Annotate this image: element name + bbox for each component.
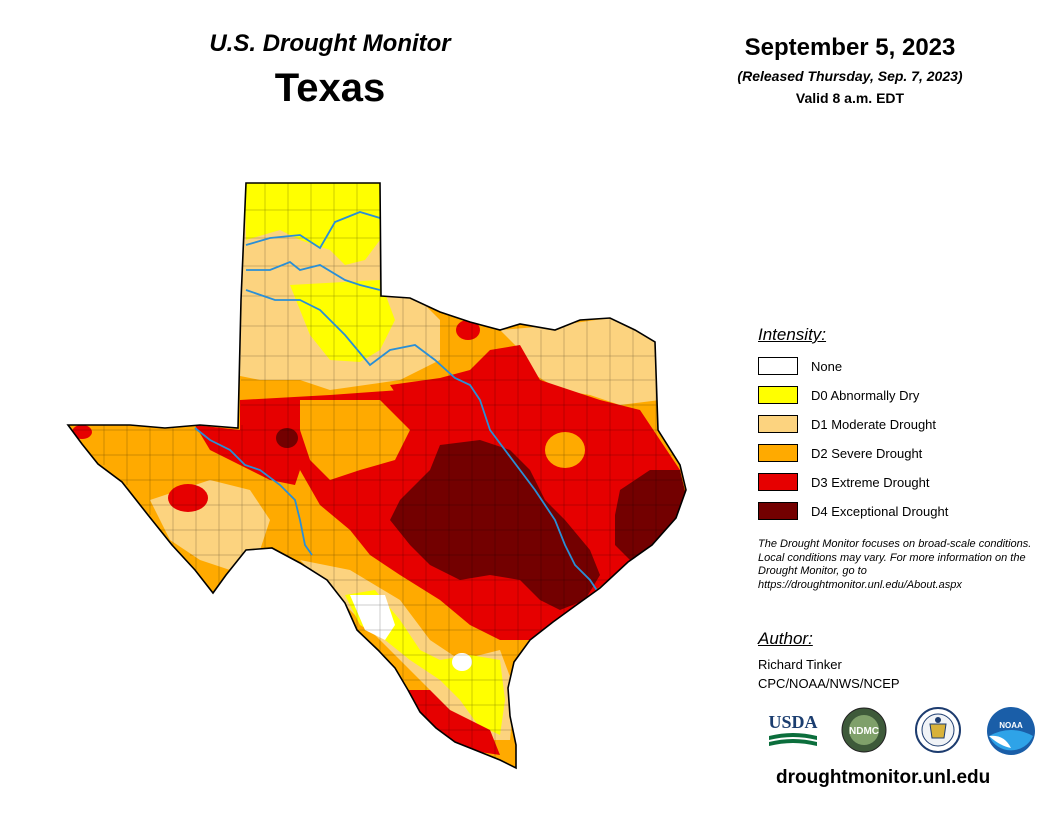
no-drought-spot [452, 653, 472, 671]
legend-swatch [758, 473, 798, 491]
disclaimer-note: The Drought Monitor focuses on broad-sca… [758, 538, 1032, 591]
legend-label: D3 Extreme Drought [811, 474, 930, 490]
map-date: September 5, 2023 [744, 34, 956, 61]
legend-swatch [758, 444, 798, 462]
d0-region-panhandle-south [290, 280, 395, 362]
commerce-seal-logo [915, 707, 961, 753]
red-river-fork [246, 260, 381, 291]
author-heading: Author: [758, 629, 813, 648]
legend-label: D0 Abnormally Dry [811, 387, 920, 403]
legend-label: D4 Exceptional Drought [811, 503, 949, 519]
legend-title: Intensity: [758, 325, 827, 344]
website-link[interactable]: droughtmonitor.unl.edu [776, 767, 991, 788]
author-organization: CPC/NOAA/NWS/NCEP [758, 676, 900, 691]
canadian-river [245, 211, 381, 250]
legend-swatch [758, 415, 798, 433]
d3-region-north-central [390, 370, 480, 400]
d3-region-south-tip [408, 690, 500, 755]
author-name: Richard Tinker [758, 657, 842, 672]
legend-item-d0: D0 Abnormally Dry [758, 385, 919, 405]
noaa-logo-text: NOAA [999, 721, 1023, 730]
legend-label: D1 Moderate Drought [811, 416, 937, 432]
d2-spot-east [545, 432, 585, 468]
d3-spot-elpaso [72, 425, 92, 439]
usda-logo-text: USDA [768, 712, 817, 732]
legend-label: D2 Severe Drought [811, 445, 923, 461]
legend-item-d4: D4 Exceptional Drought [758, 501, 948, 521]
release-date: (Released Thursday, Sep. 7, 2023) [737, 68, 963, 84]
legend-swatch [758, 502, 798, 520]
d4-region-southeast [615, 470, 686, 560]
legend-swatch [758, 357, 798, 375]
pecos-river [194, 427, 313, 556]
legend-item-none: None [758, 356, 842, 376]
usda-logo: USDA [768, 712, 818, 746]
d3-spot-transpecos [168, 484, 208, 512]
d3-spot-north [456, 320, 480, 340]
no-drought-region [350, 595, 395, 640]
ndmc-logo: NDMC [841, 707, 887, 753]
d0-region-panhandle-north [245, 183, 380, 265]
county-grid [68, 183, 686, 760]
legend-item-d3: D3 Extreme Drought [758, 472, 930, 492]
legend-swatch [758, 386, 798, 404]
valid-time: Valid 8 a.m. EDT [795, 90, 905, 106]
ndmc-logo-text: NDMC [849, 726, 879, 737]
d1-region-northeast [500, 318, 660, 405]
d4-spot-west [276, 428, 298, 448]
map-title: U.S. Drought Monitor [209, 30, 451, 57]
brazos-river [245, 289, 601, 596]
state-name: Texas [274, 66, 386, 110]
legend-item-d1: D1 Moderate Drought [758, 414, 936, 434]
red-river-west [199, 299, 241, 346]
legend-label: None [811, 358, 843, 374]
noaa-logo: NOAA [987, 707, 1035, 755]
legend-item-d2: D2 Severe Drought [758, 443, 922, 463]
texas-drought-map [67, 182, 687, 769]
d2-region-westcentral [300, 400, 410, 480]
